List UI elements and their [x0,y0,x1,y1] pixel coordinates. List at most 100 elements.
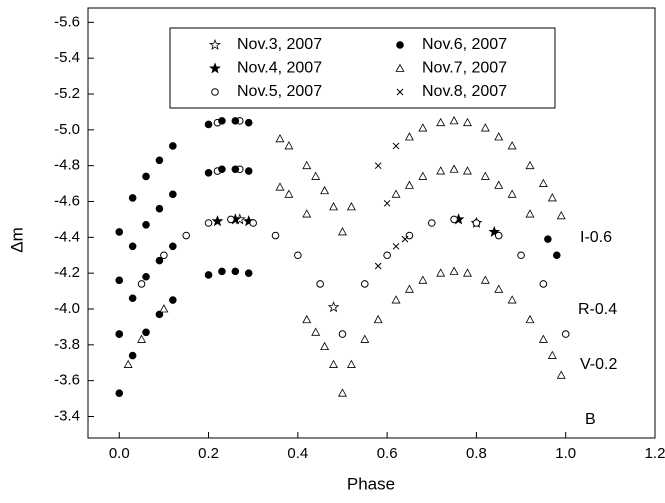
point [204,271,213,279]
point [275,182,285,191]
legend-label: Nov.3, 2007 [237,36,322,53]
x-tick-label: 1.0 [555,445,576,462]
point [436,268,446,277]
point [450,215,458,224]
point [271,231,280,240]
point [507,295,517,304]
point [284,189,294,198]
y-tick-label: -5.0 [54,121,80,138]
x-tick-label: 0.2 [198,445,219,462]
x-tick-label: 0.6 [377,445,398,462]
legend-label: Nov.4, 2007 [237,60,322,77]
point [436,166,446,175]
point [449,116,459,125]
point [327,301,340,313]
y-tick-label: -3.8 [54,336,80,353]
point [155,256,164,265]
x-tick-label: 0.8 [466,445,487,462]
point [544,235,552,243]
legend-marker [209,62,221,74]
point [494,284,504,293]
point [316,280,324,288]
point [556,210,566,220]
point [374,262,382,270]
point [472,219,481,227]
point [159,304,169,313]
point [405,231,414,240]
point [418,123,428,132]
point [218,267,226,276]
point [218,117,226,125]
point [538,178,548,187]
point [311,171,321,180]
point [142,272,150,281]
point [525,160,535,170]
y-tick-label: -4.8 [54,157,80,174]
x-axis-label: Phase [347,474,395,493]
point [494,132,504,141]
y-tick-label: -4.4 [54,228,80,245]
y-tick-label: -3.6 [54,372,80,389]
y-tick-label: -5.2 [54,85,80,102]
point [311,327,321,336]
point [231,165,240,174]
point [204,120,213,129]
point [480,171,490,180]
legend-label: Nov.8, 2007 [422,83,507,100]
point [525,209,535,218]
point [128,351,137,360]
point [302,209,312,218]
point [374,162,382,170]
point [338,227,347,236]
point [244,118,253,127]
point [204,169,213,177]
point [211,215,224,227]
y-tick-label: -4.0 [54,300,80,317]
point [182,231,191,240]
point [115,228,124,236]
point [480,123,490,132]
point [383,251,391,260]
point [169,190,177,199]
point [556,370,566,379]
point [436,117,446,127]
legend-label: Nov.6, 2007 [422,36,507,53]
point [401,235,409,243]
y-tick-label: -4.6 [54,192,80,209]
annotation: B [585,411,596,428]
point [391,189,401,198]
point [404,132,414,141]
point [463,268,472,277]
point [204,219,213,227]
point [294,251,302,260]
plot-frame [87,7,656,439]
point [275,133,285,143]
point [494,180,504,189]
point [480,275,490,284]
y-tick-label: -5.6 [54,13,80,30]
point [552,251,561,260]
point [418,275,428,284]
point [320,185,330,195]
legend-marker [395,63,405,72]
legend-marker [209,38,221,50]
point [404,180,414,189]
legend-marker [396,41,404,49]
point [218,165,226,174]
point [383,199,391,207]
point [463,166,472,175]
point [128,294,137,303]
point [142,172,150,181]
point [329,202,339,211]
point [449,266,459,275]
legend-label: Nov.5, 2007 [237,83,322,100]
y-tick-label: -3.4 [54,407,80,424]
point [142,220,150,229]
legend-marker [211,88,219,96]
point [123,359,133,368]
point [231,117,240,125]
y-axis-label: Δm [7,227,26,253]
point [338,330,347,338]
point [155,156,164,165]
